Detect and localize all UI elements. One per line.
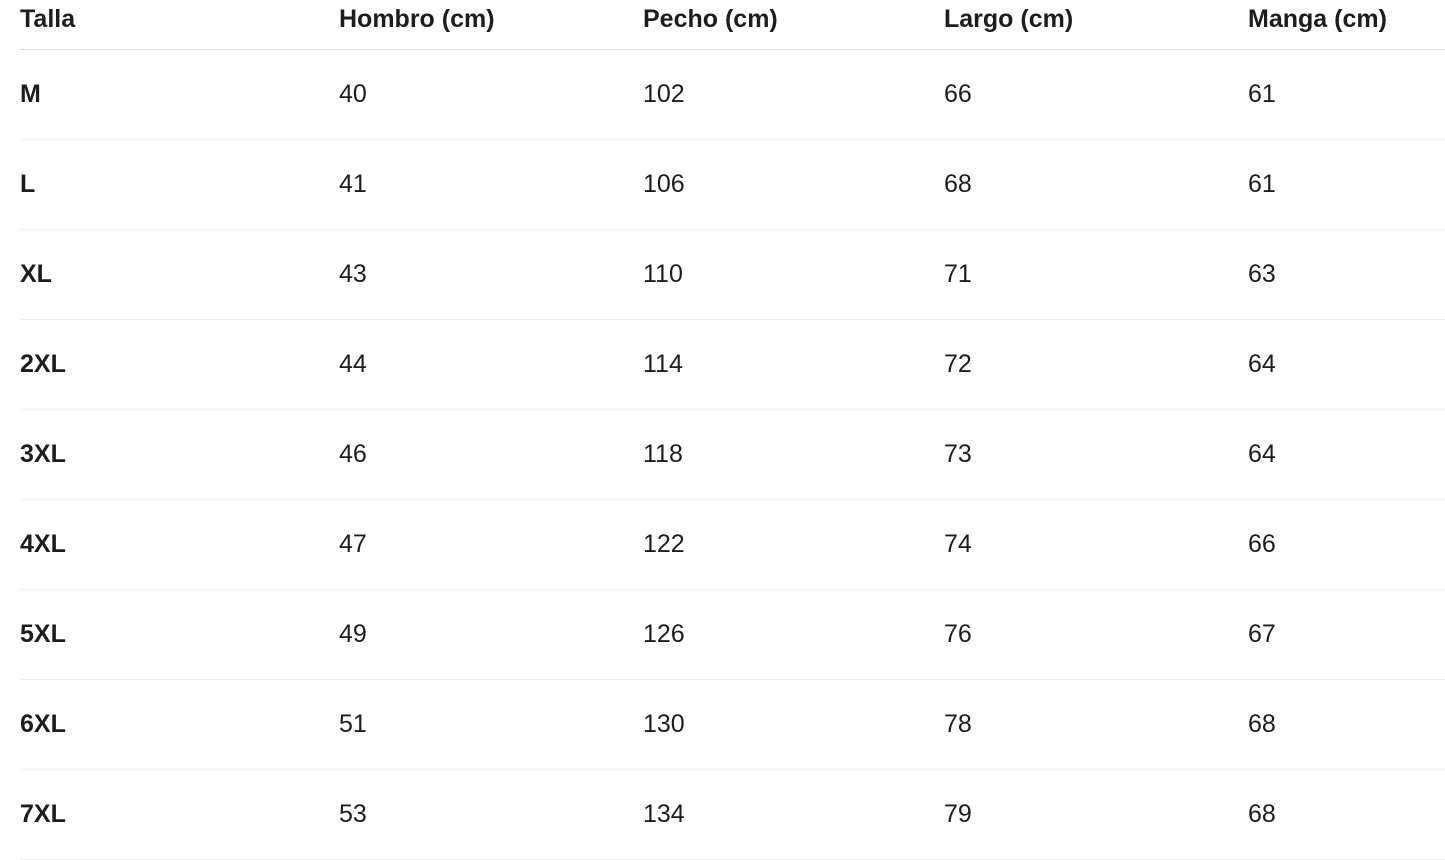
column-header-hombro: Hombro (cm) (339, 0, 643, 50)
size-label: M (20, 49, 339, 140)
manga-value: 68 (1248, 679, 1445, 770)
hombro-value: 49 (339, 589, 643, 680)
size-chart-body: M 40 102 66 61 L 41 106 68 61 XL 43 110 71 63 2XL 44 114 7… (20, 49, 1445, 860)
pecho-value: 126 (643, 589, 944, 680)
manga-value: 68 (1248, 769, 1445, 860)
largo-value: 66 (944, 49, 1248, 140)
largo-value: 76 (944, 589, 1248, 680)
table-row: L 41 106 68 61 (20, 139, 1445, 230)
largo-value: 68 (944, 139, 1248, 230)
manga-value: 64 (1248, 409, 1445, 500)
largo-value: 71 (944, 229, 1248, 320)
size-label: 5XL (20, 589, 339, 680)
largo-value: 78 (944, 679, 1248, 770)
hombro-value: 51 (339, 679, 643, 770)
largo-value: 79 (944, 769, 1248, 860)
table-row: M 40 102 66 61 (20, 49, 1445, 140)
size-label: 7XL (20, 769, 339, 860)
column-header-pecho: Pecho (cm) (643, 0, 944, 50)
table-row: 5XL 49 126 76 67 (20, 589, 1445, 680)
column-header-talla: Talla (20, 0, 339, 50)
manga-value: 61 (1248, 139, 1445, 230)
pecho-value: 130 (643, 679, 944, 770)
hombro-value: 47 (339, 499, 643, 590)
size-chart-header-row: Talla Hombro (cm) Pecho (cm) Largo (cm) … (20, 0, 1445, 50)
pecho-value: 134 (643, 769, 944, 860)
table-row: 4XL 47 122 74 66 (20, 499, 1445, 590)
largo-value: 74 (944, 499, 1248, 590)
table-row: 6XL 51 130 78 68 (20, 679, 1445, 770)
largo-value: 72 (944, 319, 1248, 410)
largo-value: 73 (944, 409, 1248, 500)
pecho-value: 110 (643, 229, 944, 320)
pecho-value: 118 (643, 409, 944, 500)
size-label: 2XL (20, 319, 339, 410)
manga-value: 63 (1248, 229, 1445, 320)
table-row: 7XL 53 134 79 68 (20, 769, 1445, 860)
hombro-value: 43 (339, 229, 643, 320)
hombro-value: 40 (339, 49, 643, 140)
hombro-value: 53 (339, 769, 643, 860)
size-label: 4XL (20, 499, 339, 590)
pecho-value: 102 (643, 49, 944, 140)
hombro-value: 41 (339, 139, 643, 230)
size-chart: Talla Hombro (cm) Pecho (cm) Largo (cm) … (20, 0, 1445, 860)
size-label: 6XL (20, 679, 339, 770)
manga-value: 67 (1248, 589, 1445, 680)
size-label: L (20, 139, 339, 230)
manga-value: 64 (1248, 319, 1445, 410)
column-header-largo: Largo (cm) (944, 0, 1248, 50)
table-row: 3XL 46 118 73 64 (20, 409, 1445, 500)
size-chart-table: Talla Hombro (cm) Pecho (cm) Largo (cm) … (20, 0, 1445, 860)
table-row: XL 43 110 71 63 (20, 229, 1445, 320)
column-header-manga: Manga (cm) (1248, 0, 1445, 50)
pecho-value: 106 (643, 139, 944, 230)
manga-value: 66 (1248, 499, 1445, 590)
hombro-value: 44 (339, 319, 643, 410)
pecho-value: 114 (643, 319, 944, 410)
table-row: 2XL 44 114 72 64 (20, 319, 1445, 410)
pecho-value: 122 (643, 499, 944, 590)
size-label: XL (20, 229, 339, 320)
manga-value: 61 (1248, 49, 1445, 140)
hombro-value: 46 (339, 409, 643, 500)
size-label: 3XL (20, 409, 339, 500)
